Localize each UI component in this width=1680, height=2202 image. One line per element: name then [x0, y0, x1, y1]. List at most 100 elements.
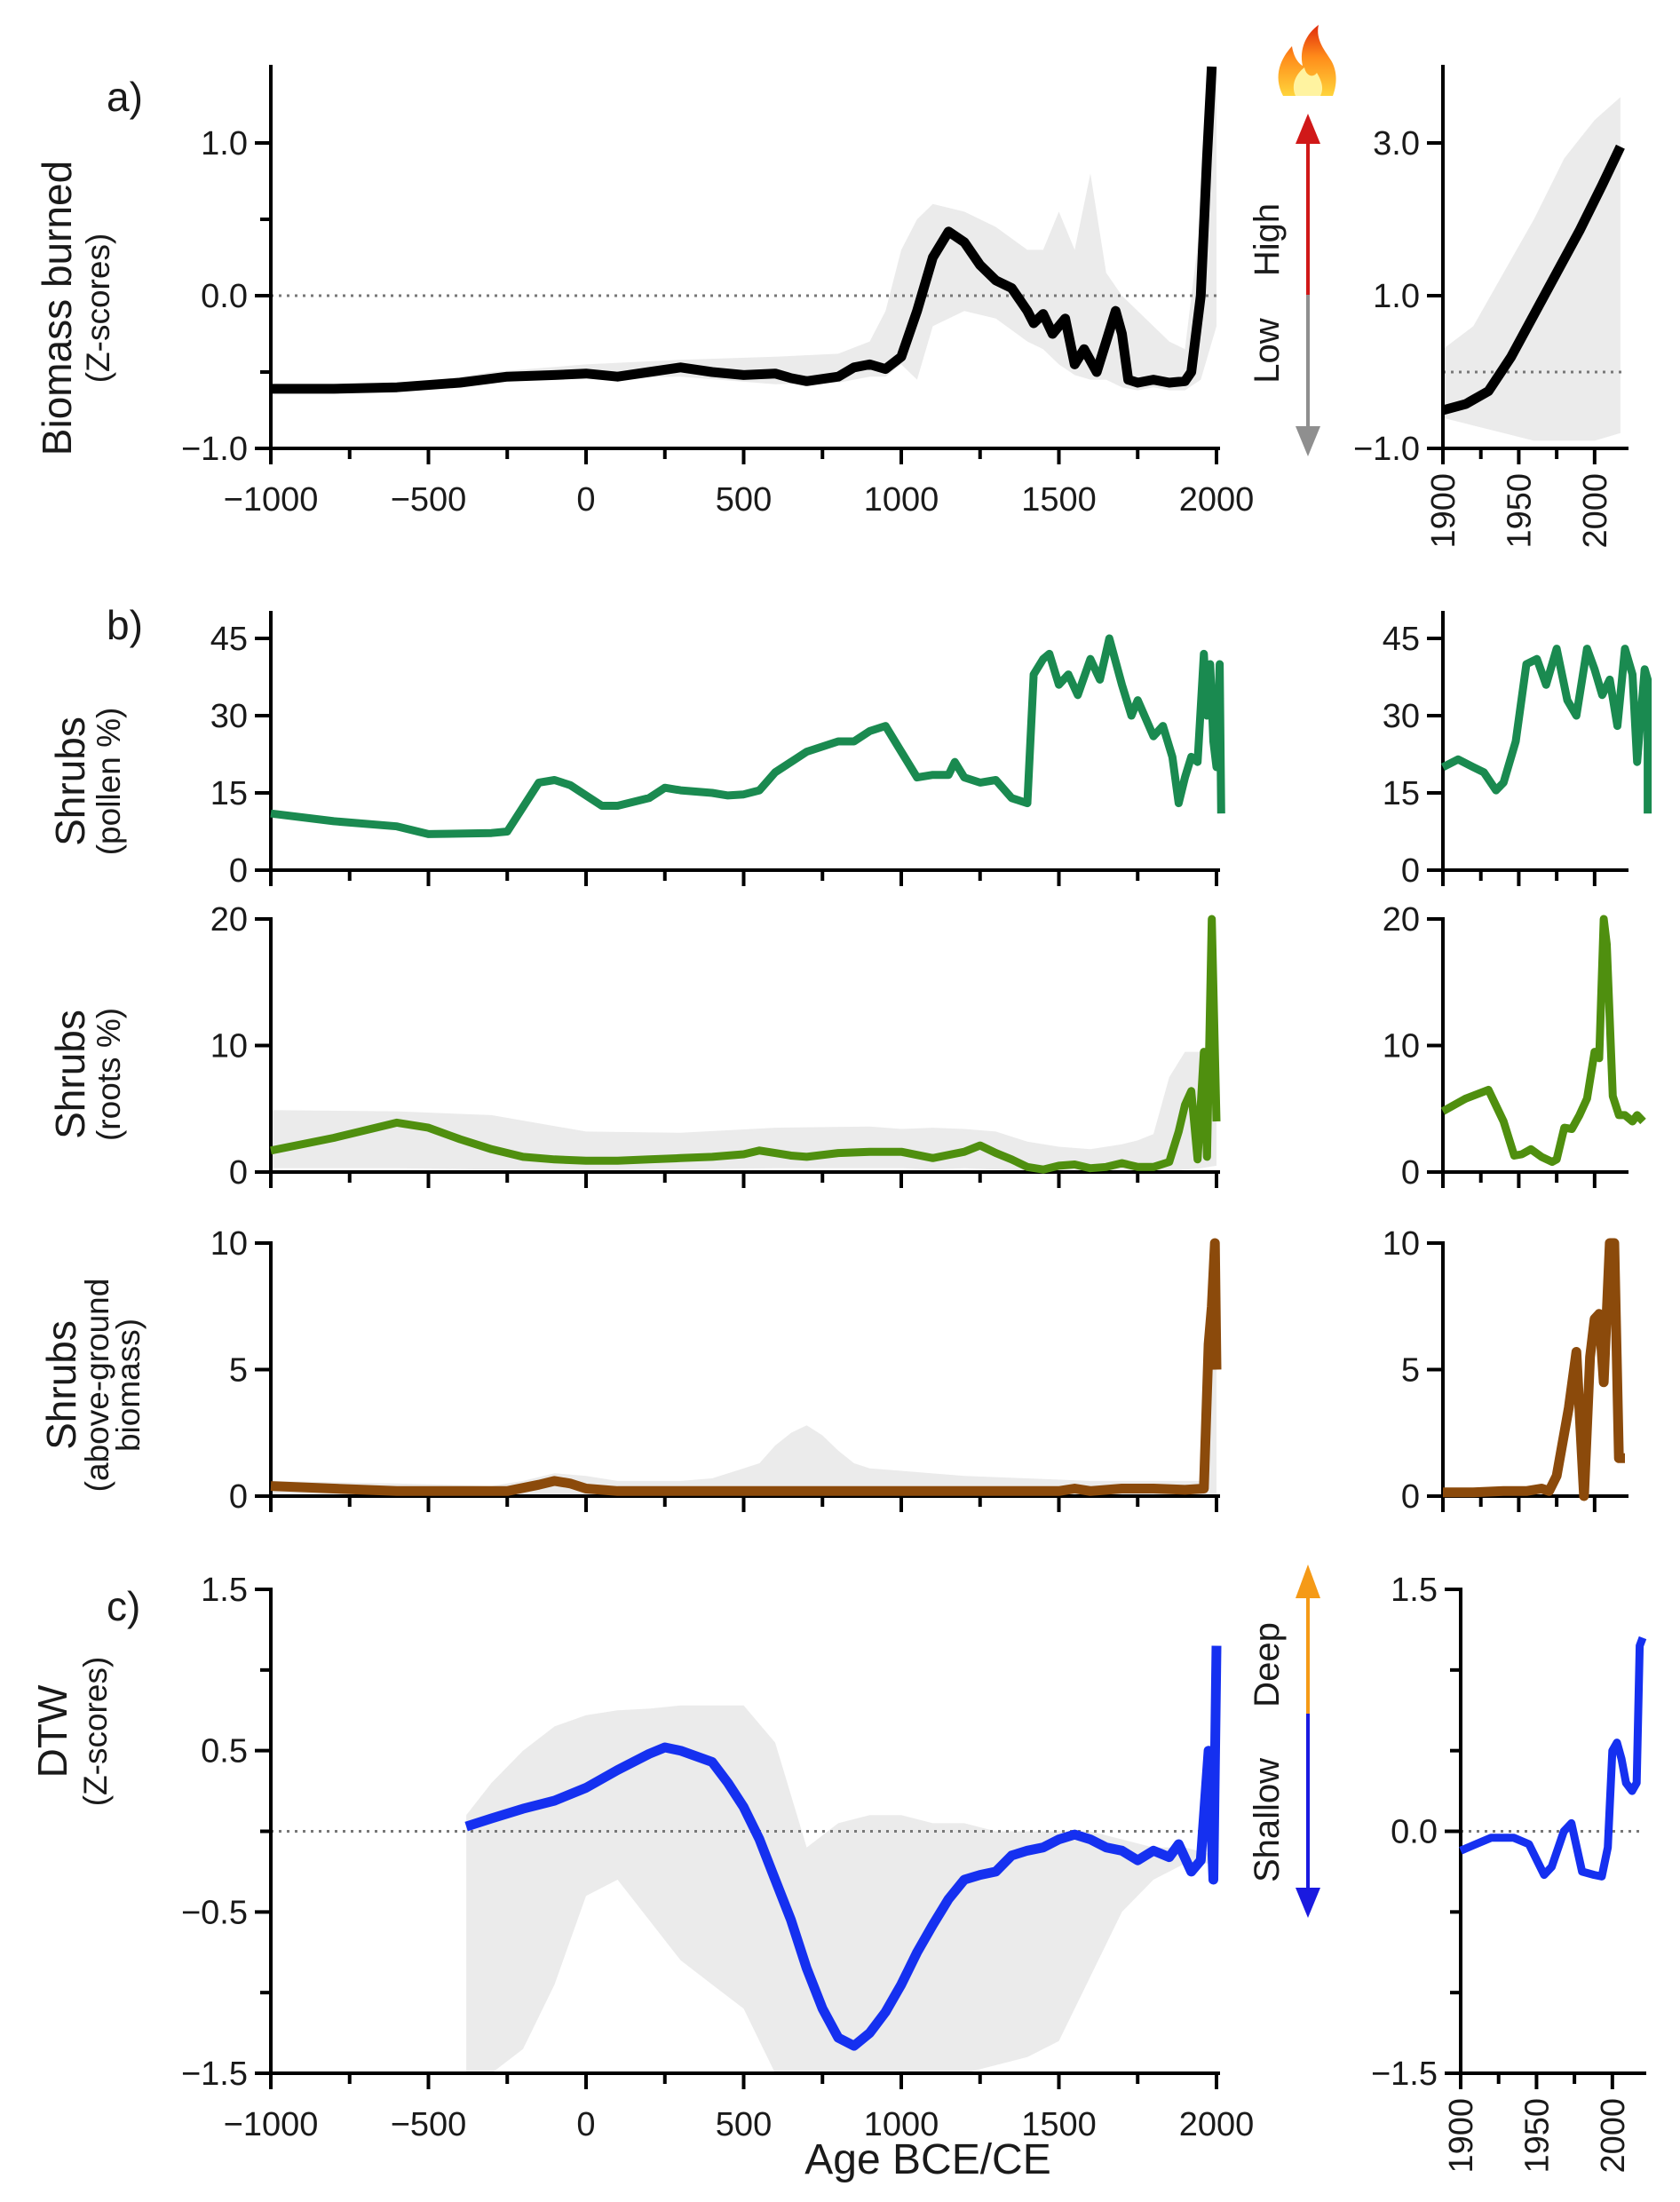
ylabel-b1-main: Shrubs — [47, 717, 93, 846]
data-series-line — [464, 1645, 1222, 2051]
y-tick-label: 0 — [1401, 1478, 1420, 1516]
ylabel-a-main: Biomass burned — [34, 161, 80, 455]
x-tick-label: 500 — [716, 2106, 772, 2143]
y-tick-label: 0 — [1401, 1154, 1420, 1192]
panel-a-main-plot: −1.0 0.0 1.0 −1000 −500 0 500 1000 1500 2000 — [181, 65, 1254, 519]
panel-a-label: a) — [107, 74, 143, 120]
y-tick-label: −1.0 — [1353, 431, 1420, 468]
data-series-line — [270, 915, 1221, 1174]
x-tick-label: 1900 — [1443, 2098, 1480, 2174]
x-tick-label: −1000 — [224, 2106, 319, 2143]
y-tick-label: 1.0 — [201, 125, 248, 162]
x-tick-label: 0 — [576, 2106, 595, 2143]
y-tick-label: 0 — [229, 1478, 248, 1516]
y-tick-label: 10 — [210, 1028, 248, 1065]
panel-c-inset-plot: −1.5 0.0 1.5 1900 1950 2000 — [1371, 1572, 1647, 2174]
y-tick-label: 0 — [229, 852, 248, 890]
y-tick-label: 45 — [1383, 621, 1420, 658]
y-tick-label: 0.5 — [201, 1733, 248, 1770]
x-tick-label: 1000 — [864, 481, 939, 519]
panel-b-aboveground-inset-plot: 0 5 10 — [1383, 1225, 1628, 1516]
ylabel-b2-sub: (roots %) — [91, 1008, 127, 1141]
deep-arrow-head — [1296, 1564, 1320, 1598]
x-tick-label: 2000 — [1179, 481, 1255, 519]
high-arrow-head — [1296, 114, 1320, 144]
y-tick-label: 1.5 — [1391, 1572, 1438, 1609]
panel-b-pollen-plot: 0 15 30 45 — [210, 611, 1225, 890]
x-tick-label: −500 — [391, 481, 467, 519]
y-tick-label: −1.5 — [1371, 2055, 1438, 2093]
x-tick-label: 2000 — [1595, 2098, 1632, 2174]
fire-icon — [1278, 25, 1336, 96]
ylabel-b1-sub: (pollen %) — [91, 708, 127, 856]
x-tick-label: −1000 — [224, 481, 319, 519]
low-label: Low — [1248, 318, 1287, 383]
uncertainty-band — [271, 1045, 1216, 1172]
y-tick-label: 10 — [1383, 1028, 1420, 1065]
y-tick-label: −1.0 — [181, 431, 248, 468]
y-tick-label: 20 — [210, 901, 248, 939]
y-tick-label: 30 — [1383, 698, 1420, 735]
x-tick-label: 2000 — [1577, 473, 1614, 549]
y-tick-label: 45 — [210, 621, 248, 658]
panel-c-label: c) — [107, 1583, 140, 1629]
x-tick-label: 1950 — [1518, 2098, 1556, 2174]
x-tick-label: 1950 — [1501, 473, 1538, 549]
ylabel-c-sub: (Z-scores) — [77, 1657, 114, 1807]
y-tick-label: 20 — [1383, 901, 1420, 939]
panel-b-aboveground-plot: 0 5 10 — [210, 1225, 1222, 1516]
uncertainty-band — [466, 1705, 1216, 2073]
ylabel-b1: Shrubs (pollen %) — [47, 708, 127, 856]
data-series-line — [1440, 915, 1646, 1167]
uncertainty-band — [271, 67, 1216, 391]
data-series-line — [270, 1238, 1222, 1496]
x-tick-label: 2000 — [1179, 2106, 1255, 2143]
data-series-line — [1459, 1636, 1647, 1881]
burn-arrow: High Low — [1248, 25, 1336, 456]
y-tick-label: 0 — [229, 1154, 248, 1192]
y-tick-label: −0.5 — [181, 1894, 248, 1931]
x-tick-label: 0 — [576, 481, 595, 519]
low-arrow-head — [1296, 426, 1320, 456]
x-tick-label: −500 — [391, 2106, 467, 2143]
x-axis-title: Age BCE/CE — [804, 2136, 1050, 2183]
ylabel-c-main: DTW — [29, 1684, 75, 1778]
y-tick-label: 5 — [1401, 1352, 1420, 1390]
y-tick-label: 0 — [1401, 852, 1420, 890]
x-tick-label: 500 — [716, 481, 772, 519]
ylabel-a-sub: (Z-scores) — [80, 234, 116, 384]
y-tick-label: 0.0 — [201, 278, 248, 315]
ylabel-c: DTW (Z-scores) — [29, 1657, 114, 1807]
y-tick-label: −1.5 — [181, 2055, 248, 2093]
uncertainty-band — [1443, 97, 1621, 441]
panel-c-main-plot: −1.5 −0.5 0.5 1.5 −1000 −500 0 500 1000 1500 2000 — [181, 1572, 1254, 2143]
shallow-label: Shallow — [1248, 1758, 1287, 1882]
data-series-line — [1441, 144, 1625, 416]
high-label: High — [1248, 203, 1287, 276]
x-tick-label: 1500 — [1021, 481, 1097, 519]
ylabel-b3-main: Shrubs — [38, 1320, 84, 1450]
data-series-line — [1443, 1238, 1625, 1501]
x-tick-label: 1500 — [1021, 2106, 1097, 2143]
uncertainty-band — [271, 1243, 1216, 1496]
y-tick-label: 10 — [210, 1225, 248, 1263]
y-tick-label: 5 — [229, 1352, 248, 1390]
panel-b-roots-plot: 0 10 20 — [210, 901, 1221, 1192]
y-tick-label: 3.0 — [1373, 125, 1420, 162]
ylabel-b2: Shrubs (roots %) — [47, 1008, 127, 1141]
data-series-line — [270, 634, 1225, 838]
y-tick-label: 15 — [1383, 775, 1420, 812]
ylabel-b2-main: Shrubs — [47, 1010, 93, 1139]
x-tick-label: 1900 — [1425, 473, 1462, 549]
y-tick-label: 0.0 — [1391, 1814, 1438, 1851]
x-tick-label: 1000 — [864, 2106, 939, 2143]
panel-b-pollen-inset-plot: 0 15 30 45 — [1383, 611, 1652, 890]
y-tick-label: 30 — [210, 698, 248, 735]
ylabel-b3-sub2: biomass) — [110, 1319, 147, 1452]
y-tick-label: 10 — [1383, 1225, 1420, 1263]
y-tick-label: 1.5 — [201, 1572, 248, 1609]
dtw-arrow: Deep Shallow — [1248, 1564, 1320, 1918]
data-series-line — [271, 66, 1217, 394]
shallow-arrow-head — [1296, 1888, 1320, 1918]
